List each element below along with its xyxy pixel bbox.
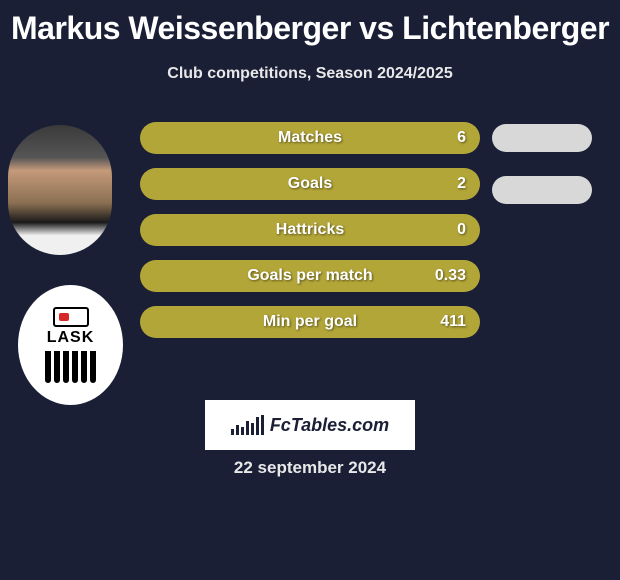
side-ovals	[492, 124, 592, 228]
club-logo: LASK	[18, 285, 123, 405]
club-name: LASK	[47, 329, 95, 347]
club-stripes-icon	[45, 351, 96, 383]
stat-bar-label: Goals per match	[247, 267, 372, 285]
club-badge-icon	[53, 307, 89, 327]
oval-icon	[492, 176, 592, 204]
footer-date: 22 september 2024	[0, 458, 620, 478]
stat-bar: Min per goal 411	[140, 306, 480, 338]
oval-icon	[492, 124, 592, 152]
stat-bar-label: Min per goal	[263, 313, 357, 331]
stat-bar: Matches 6	[140, 122, 480, 154]
stat-bar: Goals per match 0.33	[140, 260, 480, 292]
stats-bars: Matches 6 Goals 2 Hattricks 0 Goals per …	[140, 122, 480, 352]
stat-bar-label: Matches	[278, 129, 342, 147]
stat-bar-value: 411	[440, 313, 466, 331]
stat-bar-value: 6	[457, 129, 466, 147]
stat-bar: Goals 2	[140, 168, 480, 200]
stat-bar-value: 2	[457, 175, 466, 193]
footer-brand: FcTables.com	[205, 400, 415, 450]
player-photo	[8, 125, 112, 255]
stat-bar-value: 0	[457, 221, 466, 239]
subtitle: Club competitions, Season 2024/2025	[0, 65, 620, 83]
footer-brand-text: FcTables.com	[270, 415, 389, 436]
stat-bar-label: Goals	[288, 175, 332, 193]
stat-bar-label: Hattricks	[276, 221, 344, 239]
page-title: Markus Weissenberger vs Lichtenberger	[0, 0, 620, 47]
stat-bar-value: 0.33	[435, 267, 466, 285]
stat-bar: Hattricks 0	[140, 214, 480, 246]
chart-icon	[231, 415, 264, 435]
